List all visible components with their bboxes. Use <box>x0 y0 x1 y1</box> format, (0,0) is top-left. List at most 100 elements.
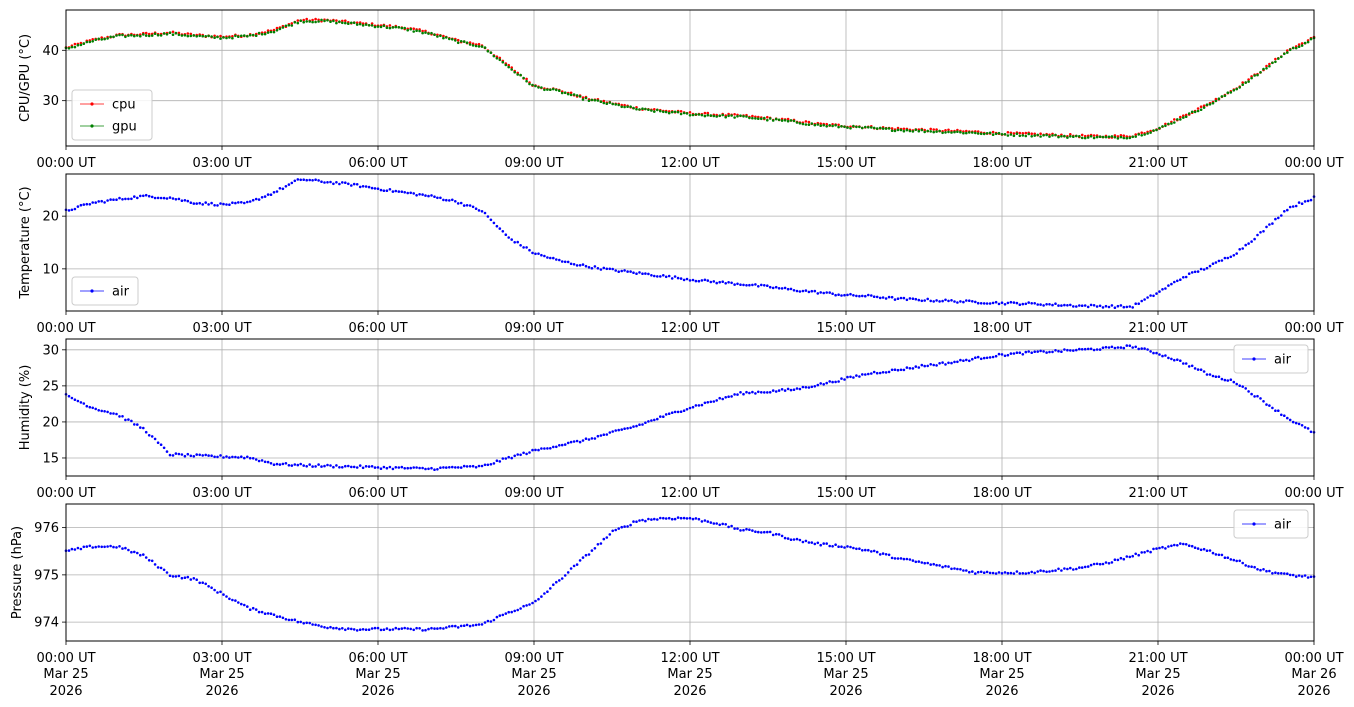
data-point <box>213 588 216 592</box>
data-point <box>136 196 139 200</box>
data-point <box>1274 217 1277 221</box>
data-point <box>709 521 713 524</box>
data-point <box>85 545 89 548</box>
data-point <box>872 126 876 130</box>
data-point <box>700 113 704 117</box>
data-point <box>712 522 716 525</box>
data-point <box>1229 558 1233 561</box>
data-point <box>700 520 704 523</box>
data-point <box>412 192 416 195</box>
data-point <box>406 466 410 470</box>
data-point <box>878 296 882 300</box>
data-point <box>1288 48 1292 52</box>
data-point <box>602 266 606 270</box>
data-point <box>947 128 950 132</box>
data-point <box>290 22 294 25</box>
data-point <box>308 463 312 466</box>
data-point <box>581 263 585 266</box>
data-point <box>953 130 956 134</box>
data-point <box>807 541 811 544</box>
data-point <box>332 19 335 23</box>
data-point <box>364 185 368 188</box>
data-point <box>679 410 683 414</box>
x-tick-label: 00:00 UT <box>36 486 95 501</box>
data-point <box>88 40 92 44</box>
data-point <box>85 40 89 44</box>
x-tick-label: 06:00 UT <box>348 486 407 501</box>
data-point <box>911 367 915 370</box>
data-point <box>1286 49 1289 52</box>
data-point <box>121 198 124 201</box>
data-point <box>1161 354 1164 358</box>
data-point <box>1101 135 1105 139</box>
data-point <box>635 272 638 276</box>
data-point <box>1217 259 1221 263</box>
data-point <box>1300 44 1304 47</box>
data-point <box>1208 103 1212 106</box>
data-point <box>810 541 814 544</box>
data-point <box>1039 569 1042 572</box>
data-point <box>549 88 552 91</box>
data-point <box>1098 348 1102 351</box>
data-point <box>563 260 567 264</box>
data-point <box>1173 121 1176 124</box>
data-point <box>840 294 843 297</box>
data-point <box>183 576 187 579</box>
data-point <box>326 626 329 630</box>
data-point <box>1006 353 1010 357</box>
data-point <box>664 517 668 520</box>
data-point <box>418 466 421 470</box>
data-point <box>944 363 947 366</box>
data-point <box>560 577 564 580</box>
data-point <box>347 182 350 186</box>
data-point <box>878 371 882 375</box>
data-point <box>1277 409 1280 413</box>
legend-box <box>71 276 139 306</box>
data-point <box>991 133 995 136</box>
data-point <box>816 541 820 545</box>
data-point <box>1083 134 1087 138</box>
data-point <box>691 278 695 282</box>
y-tick-label: 30 <box>42 94 59 109</box>
data-point <box>94 38 97 41</box>
data-point <box>421 466 424 470</box>
data-points <box>64 178 1316 310</box>
data-point <box>1253 74 1256 77</box>
data-point <box>1036 133 1039 137</box>
data-point <box>1125 344 1129 347</box>
data-point <box>611 529 614 533</box>
data-point <box>703 114 707 118</box>
data-point <box>887 553 891 557</box>
data-point <box>442 34 445 38</box>
data-point <box>94 545 97 549</box>
data-point <box>1184 362 1188 365</box>
data-point <box>667 274 671 278</box>
data-point <box>1241 561 1244 565</box>
data-point <box>617 428 620 432</box>
data-point <box>932 300 935 303</box>
data-point <box>130 197 133 201</box>
data-point <box>338 627 341 631</box>
data-point <box>742 528 745 532</box>
data-point <box>965 131 968 135</box>
data-point <box>507 610 511 614</box>
data-point <box>88 405 92 409</box>
data-point <box>1122 305 1126 309</box>
data-point <box>1182 362 1185 365</box>
data-point <box>228 203 231 206</box>
data-point <box>673 517 677 521</box>
data-point <box>284 462 288 465</box>
data-point <box>976 570 980 574</box>
data-point <box>147 194 151 198</box>
data-point <box>1048 350 1051 354</box>
data-point <box>1238 559 1241 563</box>
data-point <box>127 418 130 421</box>
data-point <box>1104 135 1108 139</box>
data-point <box>1187 365 1191 368</box>
data-point <box>465 623 469 627</box>
data-point <box>721 113 724 117</box>
data-point <box>1113 134 1117 137</box>
data-point <box>685 112 689 115</box>
data-point <box>296 463 300 467</box>
data-point <box>819 291 822 294</box>
